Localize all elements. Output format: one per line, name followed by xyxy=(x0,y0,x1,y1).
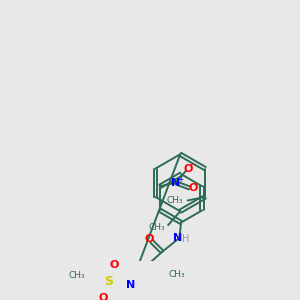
Text: O: O xyxy=(99,292,108,300)
Text: O: O xyxy=(183,164,193,174)
Text: O: O xyxy=(109,260,118,270)
Text: CH₃: CH₃ xyxy=(168,270,185,279)
Text: O: O xyxy=(144,234,154,244)
Text: CH₃: CH₃ xyxy=(167,196,183,205)
Text: +: + xyxy=(177,175,183,184)
Text: O: O xyxy=(188,183,198,193)
Text: N: N xyxy=(171,178,180,188)
Text: N: N xyxy=(173,233,182,243)
Text: H: H xyxy=(182,234,189,244)
Text: CH₃: CH₃ xyxy=(148,223,165,232)
Text: S: S xyxy=(104,275,113,288)
Text: CH₃: CH₃ xyxy=(69,271,85,280)
Text: N: N xyxy=(126,280,136,290)
Text: −: − xyxy=(190,160,196,169)
